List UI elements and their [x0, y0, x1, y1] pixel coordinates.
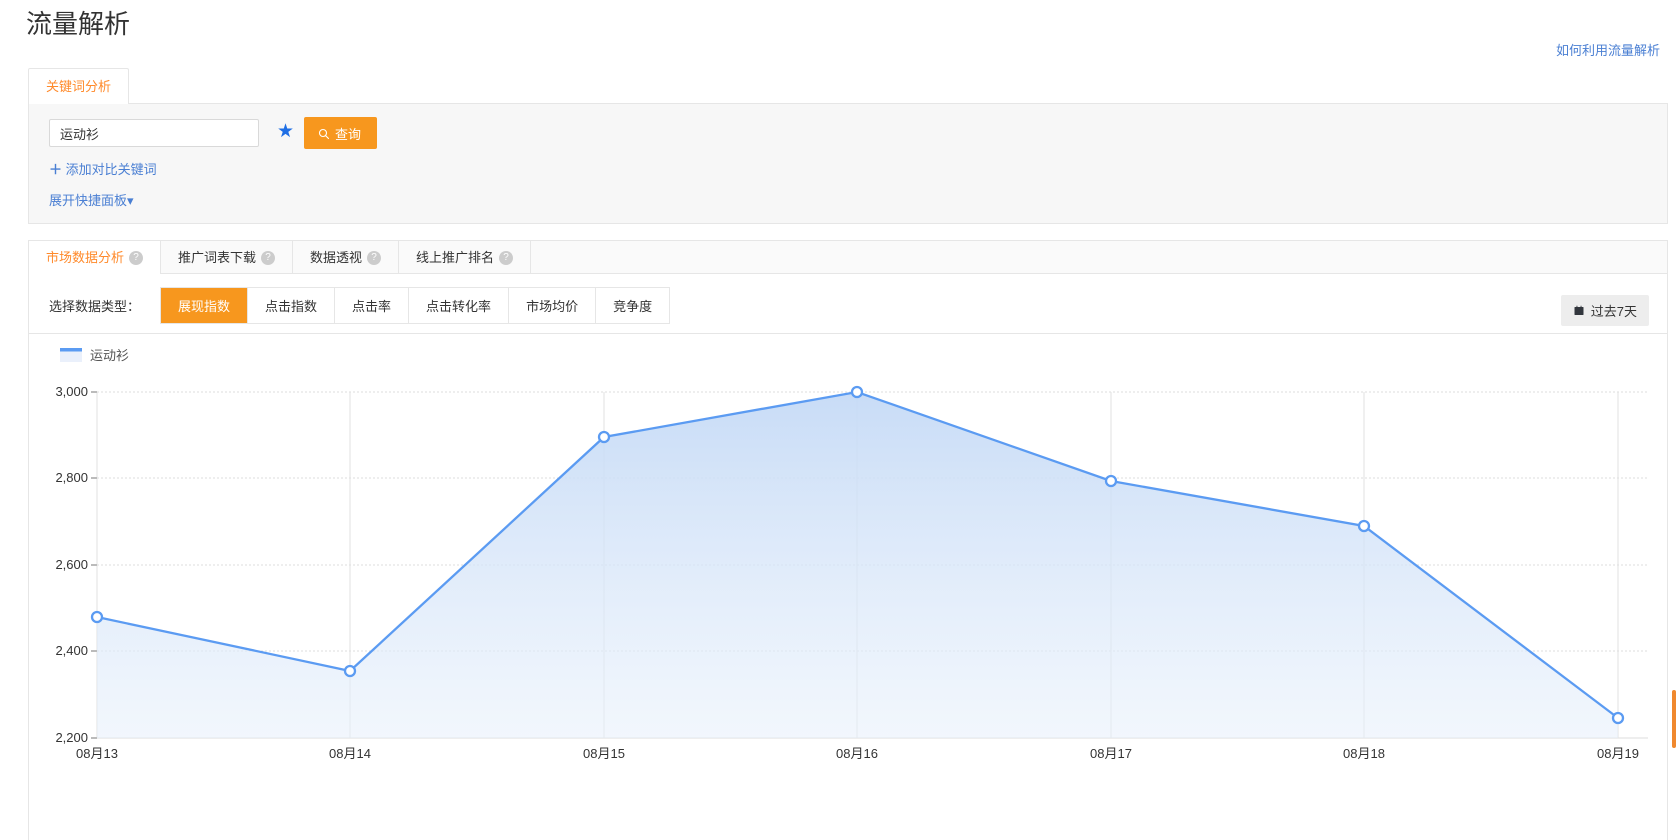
svg-text:08月19: 08月19 — [1597, 746, 1639, 761]
svg-text:3,000: 3,000 — [55, 384, 88, 399]
svg-text:08月15: 08月15 — [583, 746, 625, 761]
svg-text:2,800: 2,800 — [55, 470, 88, 485]
svg-text:2,400: 2,400 — [55, 643, 88, 658]
svg-text:2,200: 2,200 — [55, 730, 88, 745]
svg-text:08月18: 08月18 — [1343, 746, 1385, 761]
svg-text:08月14: 08月14 — [329, 746, 371, 761]
svg-text:08月16: 08月16 — [836, 746, 878, 761]
svg-text:2,600: 2,600 — [55, 557, 88, 572]
svg-text:08月13: 08月13 — [76, 746, 118, 761]
svg-text:08月17: 08月17 — [1090, 746, 1132, 761]
